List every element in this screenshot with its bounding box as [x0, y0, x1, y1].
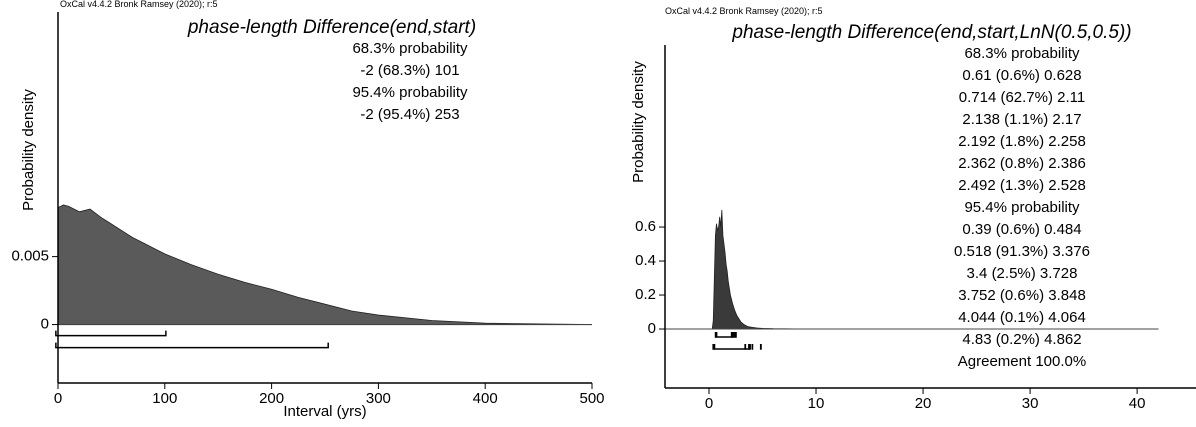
- density-area: [711, 210, 1159, 330]
- annotation: 0.714 (62.7%) 2.11: [959, 89, 1085, 106]
- chart-title: phase-length Difference(end,start): [187, 17, 476, 38]
- annotation: 95.4% probability: [964, 199, 1080, 216]
- x-tick-label: 40: [1129, 395, 1146, 412]
- x-tick-label: 0: [54, 390, 62, 407]
- x-tick-label: 100: [152, 390, 177, 407]
- annotation: 2.492 (1.3%) 2.528: [958, 177, 1086, 194]
- chart-title: phase-length Difference(end,start,LnN(0.…: [731, 22, 1131, 43]
- annotation: 68.3% probability: [352, 40, 468, 57]
- annotation: 4.044 (0.1%) 4.064: [958, 309, 1086, 326]
- annotation: 3.752 (0.6%) 3.848: [958, 287, 1086, 304]
- x-tick-label: 10: [808, 395, 825, 412]
- annotation: 95.4% probability: [352, 84, 468, 101]
- density-area: [57, 204, 593, 325]
- annotation: -2 (68.3%) 101: [360, 62, 459, 79]
- annotation: 4.83 (0.2%) 4.862: [962, 331, 1081, 348]
- annotation: Agreement 100.0%: [958, 353, 1086, 370]
- range-bracket: [748, 344, 751, 350]
- x-tick-label: 300: [366, 390, 391, 407]
- range-bracket: [55, 330, 167, 337]
- x-tick-label: 0: [705, 395, 713, 412]
- annotation: 3.4 (2.5%) 3.728: [967, 265, 1078, 282]
- y-tick-label: 0.6: [635, 218, 656, 235]
- annotation: 2.362 (0.8%) 2.386: [958, 155, 1086, 172]
- y-tick-label: 0.005: [11, 248, 49, 265]
- y-axis-label: Probability density: [20, 89, 37, 211]
- header: OxCal v4.4.2 Bronk Ramsey (2020); r:5: [665, 6, 823, 16]
- annotation: 0.61 (0.6%) 0.628: [962, 67, 1081, 84]
- y-tick-label: 0.4: [635, 252, 656, 269]
- x-tick-label: 400: [473, 390, 498, 407]
- y-tick-label: 0: [41, 316, 49, 333]
- range-bracket: [731, 332, 734, 338]
- annotation: 2.192 (1.8%) 2.258: [958, 133, 1086, 150]
- x-tick-label: 500: [579, 390, 604, 407]
- annotation: 0.39 (0.6%) 0.484: [962, 221, 1081, 238]
- header: OxCal v4.4.2 Bronk Ramsey (2020); r:5: [60, 0, 218, 9]
- y-tick-label: 0.2: [635, 286, 656, 303]
- y-tick-label: 0: [648, 320, 656, 337]
- x-tick-label: 20: [915, 395, 932, 412]
- range-bracket: [55, 342, 329, 349]
- x-tick-label: 30: [1022, 395, 1039, 412]
- annotation: 2.138 (1.1%) 2.17: [962, 111, 1081, 128]
- annotation: -2 (95.4%) 253: [360, 106, 459, 123]
- x-tick-label: 200: [259, 390, 284, 407]
- annotation: 68.3% probability: [964, 45, 1080, 62]
- x-axis-label: Interval (yrs): [283, 403, 366, 420]
- range-bracket: [715, 332, 733, 338]
- range-bracket: [713, 344, 746, 350]
- annotation: 0.518 (91.3%) 3.376: [954, 243, 1090, 260]
- range-bracket: [744, 344, 750, 350]
- y-axis-label: Probability density: [630, 61, 647, 183]
